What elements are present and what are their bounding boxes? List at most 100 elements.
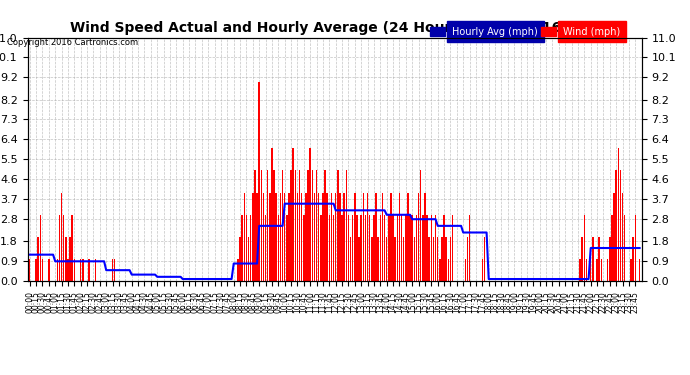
- Bar: [596, 259, 598, 281]
- Bar: [29, 259, 30, 281]
- Bar: [70, 237, 71, 281]
- Bar: [586, 259, 587, 281]
- Legend: Hourly Avg (mph), Wind (mph): Hourly Avg (mph), Wind (mph): [426, 23, 624, 40]
- Bar: [88, 259, 90, 281]
- Bar: [367, 193, 368, 281]
- Bar: [358, 237, 359, 281]
- Bar: [282, 171, 284, 281]
- Bar: [469, 215, 471, 281]
- Text: Copyright 2016 Cartronics.com: Copyright 2016 Cartronics.com: [7, 38, 138, 47]
- Bar: [393, 215, 394, 281]
- Bar: [450, 237, 451, 281]
- Bar: [337, 171, 339, 281]
- Bar: [411, 215, 413, 281]
- Bar: [65, 237, 67, 281]
- Bar: [67, 259, 69, 281]
- Bar: [320, 215, 322, 281]
- Bar: [239, 237, 241, 281]
- Bar: [584, 215, 585, 281]
- Bar: [284, 193, 286, 281]
- Bar: [237, 259, 239, 281]
- Bar: [362, 193, 364, 281]
- Title: Wind Speed Actual and Hourly Average (24 Hours) (New) 20160922: Wind Speed Actual and Hourly Average (24…: [70, 21, 600, 35]
- Bar: [335, 193, 337, 281]
- Bar: [267, 171, 268, 281]
- Bar: [380, 215, 381, 281]
- Bar: [112, 259, 113, 281]
- Bar: [375, 193, 377, 281]
- Bar: [331, 193, 332, 281]
- Bar: [299, 171, 300, 281]
- Bar: [310, 148, 311, 281]
- Bar: [433, 237, 434, 281]
- Bar: [303, 215, 304, 281]
- Bar: [395, 237, 396, 281]
- Bar: [633, 237, 634, 281]
- Bar: [401, 215, 402, 281]
- Bar: [57, 259, 58, 281]
- Bar: [639, 259, 640, 281]
- Bar: [613, 193, 615, 281]
- Bar: [431, 215, 432, 281]
- Bar: [271, 148, 273, 281]
- Bar: [275, 193, 277, 281]
- Bar: [428, 237, 430, 281]
- Bar: [352, 215, 353, 281]
- Bar: [360, 215, 362, 281]
- Bar: [269, 193, 270, 281]
- Bar: [41, 259, 43, 281]
- Bar: [624, 215, 625, 281]
- Bar: [261, 171, 262, 281]
- Bar: [265, 215, 266, 281]
- Bar: [346, 171, 347, 281]
- Bar: [252, 193, 254, 281]
- Bar: [407, 193, 408, 281]
- Bar: [403, 237, 404, 281]
- Bar: [598, 237, 600, 281]
- Bar: [580, 259, 581, 281]
- Bar: [63, 215, 64, 281]
- Bar: [286, 215, 288, 281]
- Bar: [356, 215, 357, 281]
- Bar: [61, 193, 62, 281]
- Bar: [312, 171, 313, 281]
- Bar: [437, 237, 438, 281]
- Bar: [618, 148, 619, 281]
- Bar: [344, 193, 345, 281]
- Bar: [254, 171, 256, 281]
- Bar: [384, 215, 385, 281]
- Bar: [114, 259, 115, 281]
- Bar: [413, 237, 415, 281]
- Bar: [439, 259, 441, 281]
- Bar: [316, 171, 317, 281]
- Bar: [279, 193, 282, 281]
- Bar: [59, 215, 60, 281]
- Bar: [257, 193, 258, 281]
- Bar: [326, 193, 328, 281]
- Bar: [446, 237, 447, 281]
- Bar: [620, 171, 621, 281]
- Bar: [635, 215, 636, 281]
- Bar: [615, 171, 617, 281]
- Bar: [397, 215, 398, 281]
- Bar: [80, 259, 81, 281]
- Bar: [263, 193, 264, 281]
- Bar: [290, 171, 292, 281]
- Bar: [307, 171, 309, 281]
- Bar: [305, 193, 307, 281]
- Bar: [322, 193, 324, 281]
- Bar: [441, 237, 443, 281]
- Bar: [328, 215, 330, 281]
- Bar: [339, 193, 341, 281]
- Bar: [350, 237, 351, 281]
- Bar: [382, 193, 383, 281]
- Bar: [250, 215, 251, 281]
- Bar: [369, 215, 371, 281]
- Bar: [426, 215, 428, 281]
- Bar: [241, 215, 243, 281]
- Bar: [324, 171, 326, 281]
- Bar: [244, 193, 245, 281]
- Bar: [246, 215, 247, 281]
- Bar: [342, 215, 343, 281]
- Bar: [444, 215, 445, 281]
